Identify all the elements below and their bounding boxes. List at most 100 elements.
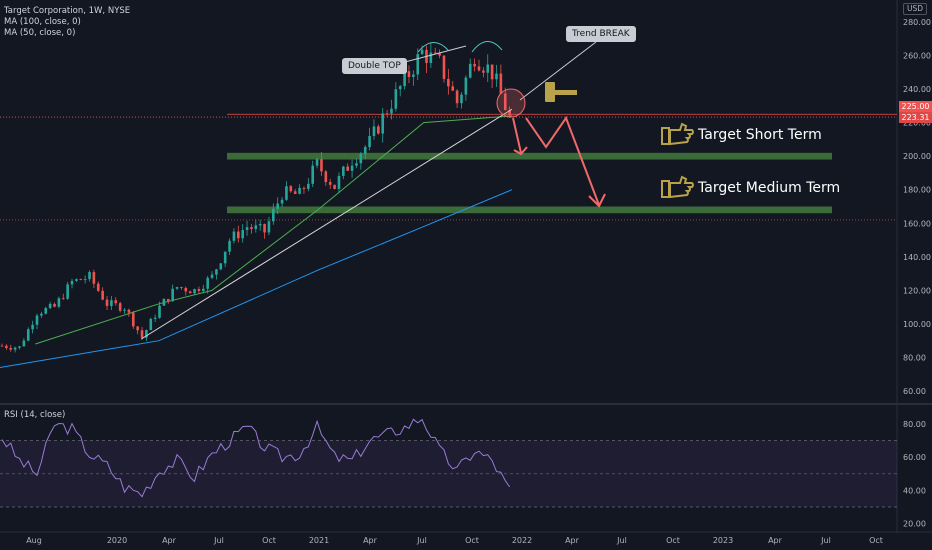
time-tick-label: Apr [565, 536, 580, 545]
price-tick-label: 140.00 [903, 253, 931, 262]
candle-body [31, 324, 34, 330]
candle-body [276, 203, 279, 209]
candle-body [267, 221, 271, 233]
double-top-arc-2 [471, 41, 503, 53]
candle-body [22, 340, 26, 347]
candle-body [451, 86, 455, 91]
candle-body [223, 251, 227, 264]
candle-body [197, 289, 201, 292]
short-term-arrow [512, 117, 522, 154]
rsi-tick-label: 60.00 [903, 453, 926, 462]
candle-body [311, 165, 315, 184]
trendline [140, 108, 513, 340]
candle-body [40, 313, 43, 316]
candle-body [210, 274, 214, 278]
time-tick-label: Apr [363, 536, 378, 545]
ma50-legend[interactable]: MA (50, close, 0) [4, 28, 76, 38]
candle-body [508, 109, 511, 116]
time-tick-label: Jul [416, 536, 427, 545]
candle-body [468, 63, 472, 78]
rsi-band-fill [0, 440, 897, 507]
currency-label: USD [903, 3, 928, 15]
ma50-line [35, 115, 513, 345]
candle-body [377, 126, 380, 134]
candle-body [293, 191, 297, 194]
candle-body [228, 240, 231, 252]
time-tick-label: 2020 [107, 536, 127, 545]
candle-body [272, 208, 275, 222]
candle-body [254, 225, 258, 229]
candle-body [355, 163, 358, 166]
candle-body [368, 136, 371, 148]
candle-body [350, 165, 354, 171]
candle-body [114, 300, 118, 304]
time-tick-label: Jul [616, 536, 627, 545]
medium-term-arrow [525, 115, 600, 206]
medium-term-arrowhead [588, 193, 606, 208]
thumb-icon [661, 122, 694, 146]
candle-body [337, 175, 341, 189]
time-tick-label: Oct [465, 536, 479, 545]
candle-body [289, 186, 293, 192]
double-top-callout[interactable]: Double TOP [342, 58, 407, 74]
candle-body [490, 64, 494, 80]
candle-body [219, 263, 223, 270]
ma100-legend[interactable]: MA (100, close, 0) [4, 17, 81, 27]
rsi-legend[interactable]: RSI (14, close) [4, 410, 66, 420]
candle-body [153, 317, 157, 319]
time-tick-label: Oct [262, 536, 276, 545]
candle-body [131, 312, 135, 327]
candle-body [403, 71, 406, 87]
candle-body [162, 298, 166, 306]
target-medium-term-label[interactable]: Target Medium Term [698, 180, 841, 196]
candle-body [48, 303, 52, 309]
trend-break-callout[interactable]: Trend BREAK [566, 26, 636, 42]
candle-body [285, 186, 288, 200]
target-short-term-label[interactable]: Target Short Term [698, 127, 822, 143]
candle-body [118, 303, 122, 311]
candle-body [193, 289, 196, 294]
candle-body [110, 300, 113, 306]
candle-body [320, 159, 323, 172]
candle-body [315, 159, 319, 166]
candle-body [5, 345, 8, 348]
candle-body [123, 309, 126, 311]
time-tick-label: 2022 [512, 536, 532, 545]
candle-body [88, 272, 91, 280]
ma100-line [0, 189, 513, 368]
candle-body [328, 182, 332, 185]
price-tick-label: 260.00 [903, 52, 931, 61]
candle-body [237, 231, 240, 239]
candle-body [92, 272, 96, 284]
candle-body [105, 299, 109, 306]
candle-body [206, 277, 209, 289]
time-tick-label: Apr [768, 536, 783, 545]
candle-body [346, 166, 350, 171]
candle-body [0, 345, 4, 347]
candle-body [232, 231, 236, 241]
rsi-tick-label: 80.00 [903, 420, 926, 429]
target-short-zone [227, 152, 832, 160]
candle-body [324, 171, 328, 183]
time-tick-label: Jul [213, 536, 224, 545]
gavel-handle [555, 90, 577, 95]
time-tick-label: Aug [26, 536, 42, 545]
candle-body [416, 54, 420, 75]
candle-body [35, 315, 39, 325]
candle-body [482, 70, 485, 73]
candle-body [149, 318, 153, 331]
price-tick-label: 120.00 [903, 286, 931, 295]
candle-body [201, 288, 205, 292]
candle-body [381, 113, 385, 134]
candle-body [302, 187, 306, 189]
candle-body [473, 63, 476, 67]
candle-body [258, 224, 262, 226]
thumb-icon [661, 175, 694, 199]
candle-body [70, 280, 74, 285]
candle-body [359, 153, 363, 164]
candle-body [307, 183, 310, 189]
candle-body [503, 93, 507, 110]
candle-body [412, 74, 415, 78]
